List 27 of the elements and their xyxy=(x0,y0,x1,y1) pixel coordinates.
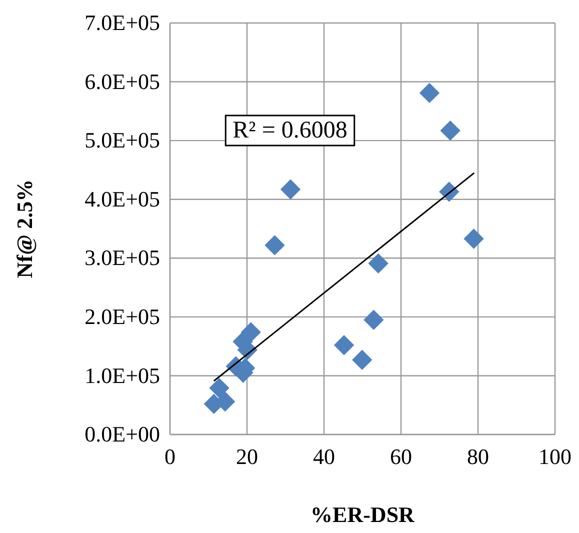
y-tick-label: 0.0E+00 xyxy=(84,422,160,447)
x-tick-label: 40 xyxy=(313,444,335,470)
y-tick-label: 6.0E+05 xyxy=(84,68,160,94)
x-tick-label: 0 xyxy=(164,444,176,470)
y-axis-title: Nf@ 2.5% xyxy=(12,179,37,278)
y-tick-label: 1.0E+05 xyxy=(84,362,160,388)
point xyxy=(464,228,484,249)
y-tick-label: 4.0E+05 xyxy=(84,186,160,212)
x-tick-label: 60 xyxy=(390,444,412,470)
y-tick-label: 3.0E+05 xyxy=(84,245,160,270)
point xyxy=(264,235,285,256)
annotation: R² = 0.6008 xyxy=(232,118,348,144)
point xyxy=(419,82,440,104)
y-tick-label: 7.0E+05 xyxy=(84,10,160,36)
x-tick-label: 100 xyxy=(538,444,572,470)
point xyxy=(280,179,301,200)
point xyxy=(334,335,354,356)
y-tick-label: 5.0E+05 xyxy=(84,128,160,153)
x-tick-label: 80 xyxy=(467,444,489,470)
point xyxy=(209,378,230,398)
point xyxy=(440,120,460,141)
point xyxy=(352,350,372,370)
point xyxy=(368,253,388,274)
x-axis-title: %ER-DSR xyxy=(310,502,416,527)
y-tick-label: 2.0E+05 xyxy=(84,304,160,329)
x-tick-label: 20 xyxy=(236,444,258,470)
point xyxy=(364,310,384,330)
